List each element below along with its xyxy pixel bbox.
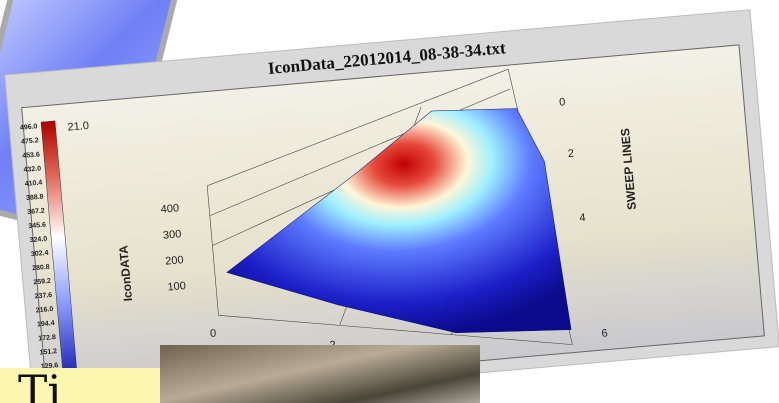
- z-tick-label: 300: [163, 228, 182, 242]
- z-tick-label: 100: [167, 280, 186, 294]
- chart-panel: IconData_22012014_08-38-34.txt 21.0 Icon…: [4, 9, 779, 403]
- colorbar-label: 237.6: [34, 292, 52, 301]
- caption-box: [0, 368, 160, 403]
- colorbar-label: 496.0: [20, 123, 38, 132]
- z-tick-label: 400: [160, 202, 179, 216]
- colorbar-label: 345.6: [28, 222, 46, 231]
- colorbar-label: 367.2: [27, 208, 45, 217]
- colorbar-label: 410.4: [25, 179, 43, 188]
- z-tick-label: 200: [165, 254, 184, 268]
- colorbar-label: 453.6: [22, 151, 40, 160]
- colorbar-label: 151.2: [39, 348, 57, 357]
- x-tick-label: 0: [210, 328, 217, 340]
- colorbar-label: 388.8: [26, 194, 44, 203]
- colorbar-label: 475.2: [21, 137, 39, 146]
- z-axis-label: IconDATA: [116, 244, 135, 302]
- colorbar-label: 216.0: [36, 306, 54, 315]
- y-tick-label: 0: [559, 96, 566, 108]
- surface: [226, 108, 572, 333]
- photo: [160, 345, 480, 403]
- colorbar-label: 194.4: [37, 320, 55, 329]
- colorbar-label: 302.4: [31, 250, 49, 259]
- colorbar-label: 280.8: [32, 264, 50, 273]
- caption-text: Ti: [18, 367, 61, 403]
- colorbar-label: 324.0: [29, 236, 47, 245]
- colorbar-label: 259.2: [33, 278, 51, 287]
- colorbar-label: 172.8: [38, 334, 56, 343]
- y-tick-label: 4: [579, 212, 586, 224]
- corner-value: 21.0: [67, 120, 89, 134]
- colorbar-label: 129.6: [41, 362, 59, 371]
- y-tick-label: 6: [601, 327, 608, 339]
- y-tick-label: 2: [567, 148, 574, 160]
- colorbar-label: 432.0: [23, 165, 41, 174]
